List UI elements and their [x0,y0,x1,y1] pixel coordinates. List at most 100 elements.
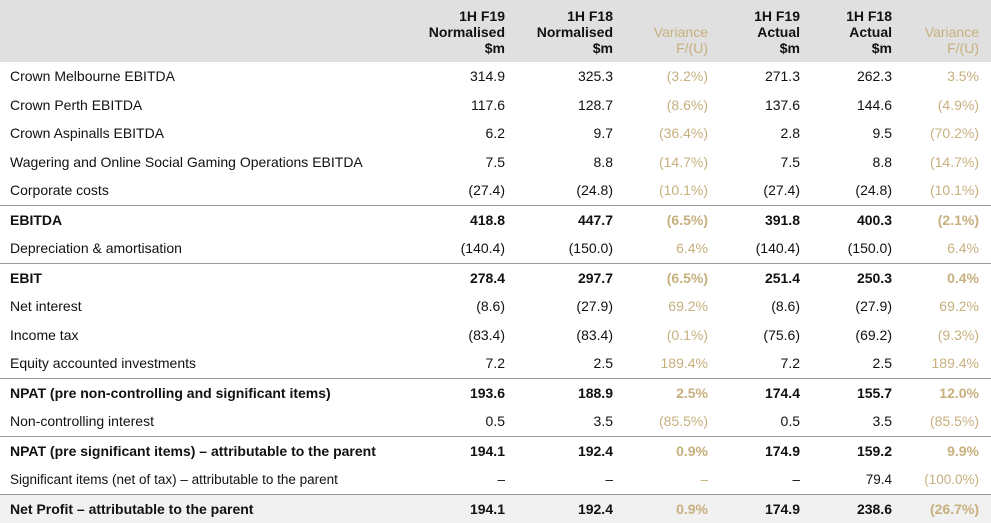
table-row: NPAT (pre non-controlling and significan… [0,377,991,407]
variance-cell: (36.4%) [658,125,708,142]
table-row: Non-controlling interest 0.5 3.5 (85.5%) 0.5… [0,407,991,436]
table-row: Significant items (net of tax) – attribu… [0,465,991,494]
row-label: Income tax [10,326,79,343]
value-cell: 3.5 [872,413,892,430]
value-cell: 251.4 [720,262,812,292]
variance-cell: (4.9%) [937,96,979,113]
row-label: Crown Melbourne EBITDA [10,68,175,85]
table-row: Depreciation & amortisation (140.4) (150.0… [0,234,991,263]
value-cell: (27.9) [576,298,613,315]
value-cell: (24.8) [576,182,613,199]
column-header: 1H F18 Normalised $m [517,0,625,62]
variance-cell: (10.1%) [658,182,708,199]
variance-cell: – [700,471,708,487]
row-label: Crown Aspinalls EBITDA [10,125,165,142]
column-header: 1H F19 Actual $m [720,0,812,62]
header-label-spacer [0,0,407,62]
column-header-line: F/(U) [947,40,979,56]
column-header-line: Variance [924,24,979,40]
value-cell: 314.9 [469,68,505,85]
value-cell: 271.3 [764,68,800,85]
row-label: Corporate costs [10,182,109,199]
row-label: Equity accounted investments [10,355,196,372]
value-cell: 6.2 [485,125,505,142]
value-cell: 79.4 [865,471,892,487]
value-cell: 194.1 [407,493,517,523]
variance-cell: 3.5% [947,68,979,85]
value-cell: (24.8) [855,182,892,199]
value-cell: 144.6 [856,96,892,113]
table-row: Crown Melbourne EBITDA 314.9 325.3 (3.2%) 27… [0,62,991,91]
row-label: Significant items (net of tax) – attribu… [10,471,338,487]
value-cell: (27.4) [763,182,800,199]
row-label: Net interest [10,298,82,315]
value-cell: 2.5 [872,355,892,372]
variance-cell: (85.5%) [658,413,708,430]
column-header-line: Actual [849,24,892,40]
variance-cell: (100.0%) [924,471,979,487]
value-cell: 8.8 [593,153,613,170]
value-cell: 128.7 [577,96,613,113]
value-cell: 174.9 [720,493,812,523]
value-cell: 2.5 [593,355,613,372]
value-cell: (150.0) [568,240,613,257]
column-header-line: F/(U) [676,40,708,56]
row-label: Depreciation & amortisation [10,240,182,257]
value-cell: 2.8 [780,125,800,142]
variance-cell: 69.2% [939,298,979,315]
table-row: Crown Aspinalls EBITDA 6.2 9.7 (36.4%) 2.8 9.… [0,119,991,148]
column-header-line: $m [484,40,505,56]
value-cell: (27.4) [468,182,505,199]
row-label: NPAT (pre significant items) – attributa… [0,435,407,465]
value-cell: (140.4) [755,240,800,257]
value-cell: 188.9 [517,377,625,407]
value-cell: – [497,471,505,487]
variance-cell: (8.6%) [666,96,708,113]
column-header-line: Variance [653,24,708,40]
table-row: EBITDA 418.8 447.7 (6.5%) 391.8 400.3 (2.1%) [0,204,991,234]
value-cell: (27.9) [855,298,892,315]
value-cell: 325.3 [577,68,613,85]
column-header-line: Normalised [428,24,505,40]
table-row: Crown Perth EBITDA 117.6 128.7 (8.6%) 137.6 1… [0,91,991,120]
value-cell: 9.5 [872,125,892,142]
header-row: 1H F19 Normalised $m 1H F18 Normalised $m Vari… [0,0,991,62]
value-cell: 174.4 [720,377,812,407]
value-cell: 297.7 [517,262,625,292]
column-header: 1H F18 Actual $m [812,0,904,62]
variance-cell: 6.4% [947,240,979,257]
variance-cell: (10.1%) [929,182,979,199]
column-header-line: Actual [757,24,800,40]
row-label: EBIT [0,262,407,292]
column-header-line: $m [871,40,892,56]
value-cell: (150.0) [847,240,892,257]
variance-cell: (0.1%) [666,326,708,343]
value-cell: 400.3 [812,204,904,234]
value-cell: (140.4) [460,240,505,257]
variance-cell: (70.2%) [929,125,979,142]
table-row: Net Profit – attributable to the parent 1… [0,493,991,523]
value-cell: 8.8 [872,153,892,170]
variance-cell: 2.5% [625,377,720,407]
value-cell: (83.4) [576,326,613,343]
table-row: Wagering and Online Social Gaming Operat… [0,148,991,177]
value-cell: (83.4) [468,326,505,343]
row-label: Crown Perth EBITDA [10,96,143,113]
value-cell: 9.7 [593,125,613,142]
table-row: NPAT (pre significant items) – attributa… [0,435,991,465]
value-cell: 193.6 [407,377,517,407]
value-cell: 3.5 [593,413,613,430]
column-header-line: Normalised [536,24,613,40]
value-cell: 238.6 [812,493,904,523]
value-cell: 117.6 [471,96,505,113]
variance-cell: 12.0% [904,377,991,407]
table-row: Corporate costs (27.4) (24.8) (10.1%) (27.4)… [0,176,991,205]
row-label: EBITDA [0,204,407,234]
table-row: Equity accounted investments 7.2 2.5 189.4%… [0,349,991,378]
table-row: Net interest (8.6) (27.9) 69.2% (8.6) (27.9) 6… [0,292,991,321]
variance-cell: 0.4% [904,262,991,292]
value-cell: 7.5 [485,153,505,170]
value-cell: 250.3 [812,262,904,292]
value-cell: 0.5 [780,413,800,430]
